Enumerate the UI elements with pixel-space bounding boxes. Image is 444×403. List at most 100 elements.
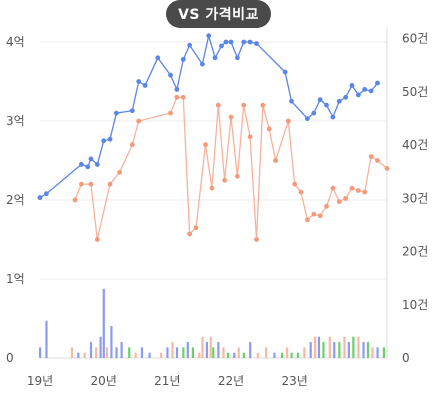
price-point-blue bbox=[142, 83, 148, 88]
volume-bar bbox=[77, 352, 80, 358]
x-tick-label: 23년 bbox=[282, 374, 308, 388]
price-point-orange bbox=[343, 196, 349, 201]
volume-bar bbox=[39, 347, 42, 358]
price-point-orange bbox=[203, 142, 208, 148]
volume-bar bbox=[317, 336, 321, 358]
price-point-blue bbox=[324, 102, 329, 108]
y-left-tick-label: 0 bbox=[6, 351, 14, 365]
price-point-blue bbox=[228, 39, 234, 45]
volume-bar bbox=[217, 342, 220, 358]
volume-bar bbox=[280, 352, 284, 358]
volume-bar bbox=[222, 347, 225, 358]
y-right-tick-label: 50건 bbox=[402, 85, 428, 99]
price-point-blue bbox=[241, 39, 247, 45]
price-point-blue bbox=[180, 56, 186, 62]
volume-bar bbox=[110, 326, 113, 358]
x-tick-label: 21년 bbox=[154, 374, 180, 388]
volume-bar bbox=[45, 320, 48, 358]
price-point-orange bbox=[362, 189, 368, 195]
price-point-blue bbox=[305, 116, 310, 122]
volume-bar bbox=[83, 352, 86, 358]
volume-bar bbox=[366, 342, 370, 358]
volume-bar bbox=[328, 336, 331, 358]
volume-bar bbox=[140, 347, 144, 358]
volume-bar bbox=[198, 352, 201, 358]
price-point-orange bbox=[228, 114, 234, 120]
volume-bar bbox=[242, 352, 245, 358]
price-point-orange bbox=[174, 94, 180, 100]
price-point-orange bbox=[298, 189, 304, 195]
price-point-blue bbox=[375, 80, 380, 86]
volume-bar bbox=[99, 336, 102, 358]
price-point-orange bbox=[136, 118, 142, 124]
price-point-orange bbox=[254, 237, 259, 242]
x-tick-label: 22년 bbox=[218, 374, 244, 388]
volume-bar bbox=[352, 336, 355, 358]
volume-bar bbox=[171, 342, 174, 358]
price-point-orange bbox=[273, 158, 278, 163]
volume-bar bbox=[175, 347, 179, 358]
volume-bar bbox=[249, 342, 252, 358]
volume-bar bbox=[314, 336, 317, 358]
price-point-orange bbox=[266, 126, 272, 132]
x-tick-label: 19년 bbox=[27, 374, 53, 388]
volume-bar bbox=[115, 347, 118, 358]
price-point-orange bbox=[117, 169, 122, 175]
volume-bar bbox=[148, 352, 151, 358]
vs-price-compare-toggle[interactable]: VS 가격비교 bbox=[166, 0, 271, 28]
price-point-blue bbox=[362, 87, 368, 92]
price-point-blue bbox=[311, 110, 317, 116]
price-point-orange bbox=[336, 199, 342, 204]
volume-bar bbox=[89, 342, 93, 358]
volume-bar bbox=[362, 342, 365, 358]
price-point-blue bbox=[37, 195, 43, 201]
volume-bar bbox=[296, 352, 300, 358]
price-point-orange bbox=[88, 181, 94, 187]
price-point-orange bbox=[305, 217, 310, 223]
price-point-blue bbox=[343, 94, 349, 100]
volume-bar bbox=[376, 347, 379, 358]
volume-bar bbox=[128, 347, 131, 358]
price-point-blue bbox=[107, 136, 113, 142]
price-point-blue bbox=[168, 72, 173, 78]
volume-bar bbox=[371, 347, 374, 358]
price-point-blue bbox=[94, 162, 100, 167]
price-point-blue bbox=[88, 156, 94, 162]
price-point-blue bbox=[355, 92, 361, 98]
price-point-orange bbox=[285, 118, 291, 124]
price-point-orange bbox=[234, 173, 240, 179]
volume-bar bbox=[273, 352, 276, 358]
volume-bar bbox=[191, 347, 195, 358]
price-point-blue bbox=[85, 164, 91, 170]
price-point-orange bbox=[368, 154, 374, 159]
y-left-tick-label: 3억 bbox=[6, 114, 25, 128]
price-point-orange bbox=[94, 237, 100, 242]
y-right-tick-label: 60건 bbox=[402, 32, 428, 46]
volume-bar bbox=[159, 352, 163, 358]
volume-bar bbox=[166, 347, 169, 358]
volume-bar bbox=[102, 288, 105, 358]
price-point-blue bbox=[101, 138, 107, 144]
volume-bar bbox=[286, 347, 289, 358]
price-point-blue bbox=[174, 87, 180, 92]
price-point-blue bbox=[212, 55, 218, 61]
price-line-blue bbox=[39, 35, 378, 199]
price-point-orange bbox=[324, 203, 329, 209]
volume-bar bbox=[201, 336, 204, 358]
price-point-orange bbox=[241, 102, 247, 108]
volume-bar bbox=[237, 347, 240, 358]
volume-bar bbox=[382, 347, 386, 358]
price-point-orange bbox=[107, 181, 113, 187]
price-point-blue bbox=[155, 55, 161, 61]
price-point-orange bbox=[247, 134, 253, 140]
price-point-orange bbox=[292, 181, 298, 187]
price-point-blue bbox=[223, 39, 229, 45]
price-point-orange bbox=[180, 94, 186, 100]
price-point-orange bbox=[222, 177, 228, 183]
y-left-tick-label: 4억 bbox=[6, 35, 25, 49]
volume-bar bbox=[322, 342, 325, 358]
price-point-blue bbox=[136, 79, 142, 84]
volume-bar bbox=[120, 342, 123, 358]
price-point-blue bbox=[368, 88, 374, 94]
